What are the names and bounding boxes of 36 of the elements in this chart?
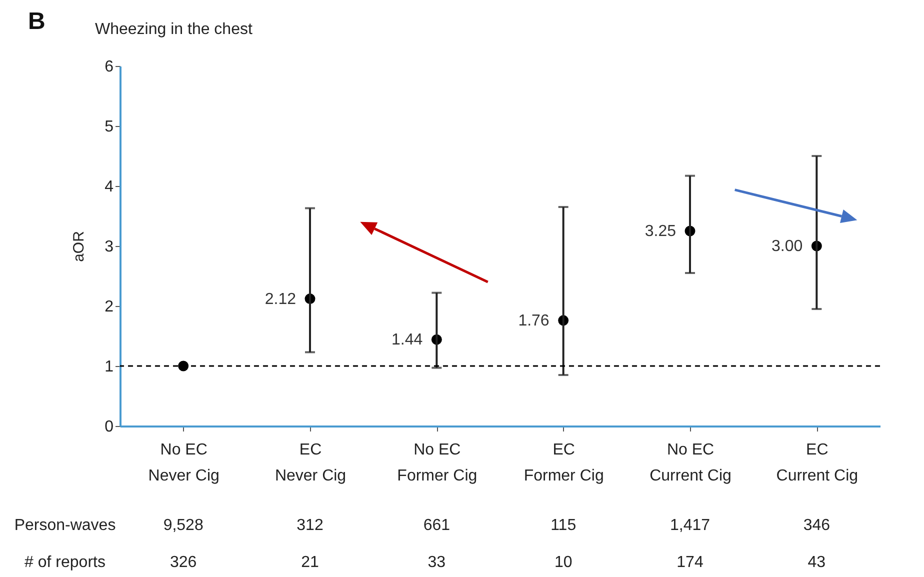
y-tick-label: 2 — [104, 298, 114, 316]
data-label: 1.76 — [518, 312, 550, 330]
text: 21 — [301, 554, 319, 571]
text: 10 — [554, 554, 572, 571]
text: 326 — [170, 554, 197, 571]
data-label: 3.00 — [772, 238, 803, 255]
y-tick-label: 0 — [104, 418, 114, 436]
text: # of reports — [24, 554, 106, 571]
text: 43 — [808, 554, 826, 571]
y-tick-label: 5 — [104, 118, 114, 136]
text: Person-waves — [14, 517, 116, 534]
point — [178, 360, 189, 372]
x-tick-label: EC Former Cig — [524, 442, 604, 484]
text: 33 — [428, 554, 446, 571]
x-tick-label: No EC Former Cig — [397, 442, 478, 484]
text: 9,528 — [163, 517, 204, 534]
y-tick-label: 1 — [104, 358, 114, 376]
data-label: 2.12 — [264, 290, 296, 308]
data-label: 3.25 — [644, 223, 676, 240]
y-tick-label: 6 — [104, 58, 114, 76]
text: 346 — [803, 517, 830, 534]
x-tick-label: EC Current Cig — [776, 442, 858, 484]
x-tick-label: EC Never Cig — [274, 442, 346, 484]
data-label: 1.44 — [392, 332, 423, 349]
text: B — [28, 8, 46, 35]
text: 174 — [676, 554, 704, 571]
y-tick-label: 4 — [104, 178, 114, 196]
y-tick-label: 3 — [104, 238, 114, 256]
text: 661 — [423, 517, 450, 534]
text: 1,417 — [670, 517, 710, 534]
chart-title: Wheezing in the chest — [95, 21, 253, 38]
text: 115 — [550, 517, 576, 534]
x-tick-label: No EC Never Cig — [148, 442, 220, 484]
y-axis-title: aOR — [70, 230, 88, 262]
text: 312 — [296, 517, 324, 534]
x-tick-label: No EC Current Cig — [650, 442, 732, 484]
